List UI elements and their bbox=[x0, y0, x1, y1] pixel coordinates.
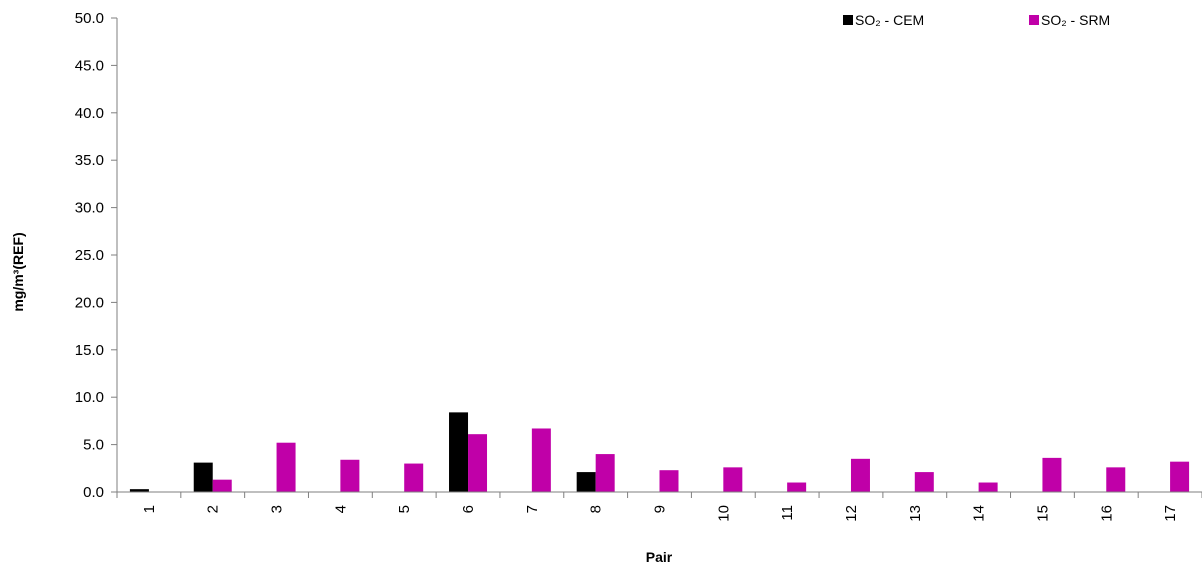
y-tick-label: 35.0 bbox=[75, 152, 104, 169]
bar-srm-pair-12 bbox=[850, 458, 870, 492]
bar-srm-pair-4 bbox=[340, 459, 360, 492]
x-tick-label: 15 bbox=[1034, 505, 1051, 522]
x-tick-label: 17 bbox=[1162, 505, 1179, 522]
bar-srm-pair-15 bbox=[1042, 457, 1062, 492]
bar-srm-pair-6 bbox=[468, 434, 488, 492]
x-tick-label: 12 bbox=[843, 505, 860, 522]
y-tick-label: 5.0 bbox=[83, 437, 104, 454]
bar-srm-pair-10 bbox=[723, 467, 743, 492]
y-tick-label: 40.0 bbox=[75, 105, 104, 122]
y-axis-ticks: 0.0 5.0 10.0 15.0 20.0 25.0 30.0 35.0 40.0 45.0 50… bbox=[75, 10, 117, 501]
legend-label: SO₂ - CEM bbox=[855, 12, 924, 28]
bar-srm-pair-16 bbox=[1106, 467, 1126, 492]
y-tick-label: 0.0 bbox=[83, 484, 104, 501]
x-tick-label: 5 bbox=[396, 505, 413, 513]
x-axis-title: Pair bbox=[646, 549, 673, 565]
x-tick-label: 6 bbox=[460, 505, 477, 513]
y-tick-label: 45.0 bbox=[75, 57, 104, 74]
axes bbox=[116, 18, 1202, 493]
x-tick-label: 4 bbox=[332, 505, 349, 513]
bar-srm-pair-3 bbox=[276, 442, 296, 492]
x-tick-label: 10 bbox=[715, 505, 732, 522]
bar-cem-pair-6 bbox=[449, 412, 469, 492]
x-tick-label: 1 bbox=[141, 505, 158, 513]
bar-cem-pair-1 bbox=[129, 489, 149, 492]
x-tick-label: 2 bbox=[205, 505, 222, 513]
x-axis-ticks: 1 2 3 4 5 6 7 8 9 10 11 12 13 14 15 16 17 bbox=[116, 492, 1202, 522]
y-axis-title: mg/m³(REF) bbox=[10, 232, 26, 311]
x-tick-label: 3 bbox=[269, 505, 286, 513]
legend-swatch bbox=[1029, 15, 1039, 25]
bar-srm-pair-14 bbox=[978, 482, 998, 492]
bar-srm-pair-5 bbox=[404, 463, 424, 492]
y-tick-label: 10.0 bbox=[75, 389, 104, 406]
x-tick-label: 9 bbox=[652, 505, 669, 513]
bar-srm-pair-11 bbox=[787, 482, 807, 492]
x-tick-label: 8 bbox=[588, 505, 605, 513]
y-tick-label: 15.0 bbox=[75, 342, 104, 359]
bar-srm-pair-17 bbox=[1170, 461, 1190, 492]
legend: SO₂ - CEM SO₂ - SRM bbox=[843, 12, 1110, 28]
y-tick-label: 50.0 bbox=[75, 10, 104, 27]
x-tick-label: 14 bbox=[971, 505, 988, 522]
bar-cem-pair-8 bbox=[576, 472, 596, 492]
bar-srm-pair-13 bbox=[914, 472, 934, 492]
x-tick-label: 16 bbox=[1098, 505, 1115, 522]
y-tick-label: 25.0 bbox=[75, 247, 104, 264]
bar-srm-pair-8 bbox=[595, 454, 615, 492]
y-tick-label: 30.0 bbox=[75, 200, 104, 217]
x-tick-label: 13 bbox=[907, 505, 924, 522]
legend-swatch bbox=[843, 15, 853, 25]
x-tick-label: 7 bbox=[524, 505, 541, 513]
x-tick-label: 11 bbox=[779, 505, 796, 521]
bars bbox=[129, 412, 1190, 492]
legend-label: SO₂ - SRM bbox=[1041, 12, 1110, 28]
bar-srm-pair-7 bbox=[531, 428, 551, 492]
y-tick-label: 20.0 bbox=[75, 294, 104, 311]
bar-cem-pair-2 bbox=[193, 462, 213, 492]
bar-srm-pair-2 bbox=[212, 479, 232, 492]
bar-srm-pair-9 bbox=[659, 470, 679, 492]
